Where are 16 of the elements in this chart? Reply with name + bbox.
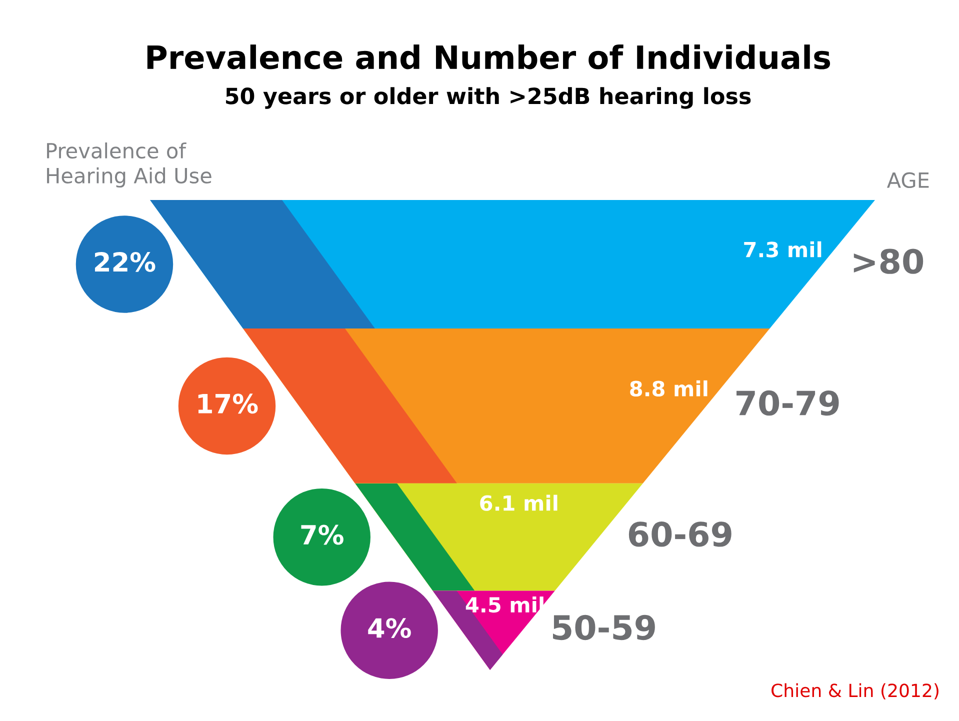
category-label: 70-79 (736, 390, 839, 416)
text: 50 years or older with >25dB hearing loss (226, 87, 751, 109)
text: Prevalence and Number of Individuals (147, 44, 830, 70)
data-label: 7% (301, 524, 344, 545)
text: AGE (886, 172, 929, 188)
data-label: 22% (94, 252, 156, 272)
category-label: 50-59 (553, 614, 655, 640)
data-label: 8.8 mil (630, 380, 708, 397)
category-label: 60-69 (628, 522, 732, 547)
category-label: >80 (854, 248, 924, 274)
text: Prevalence of Hearing Aid Use (47, 142, 212, 188)
data-label: 7.3 mil (744, 241, 822, 258)
data-label: 17% (198, 394, 258, 414)
data-label: 4% (368, 618, 411, 638)
data-label: 6.1 mil (480, 494, 558, 511)
text: Chien & Lin (2012) (772, 683, 938, 700)
